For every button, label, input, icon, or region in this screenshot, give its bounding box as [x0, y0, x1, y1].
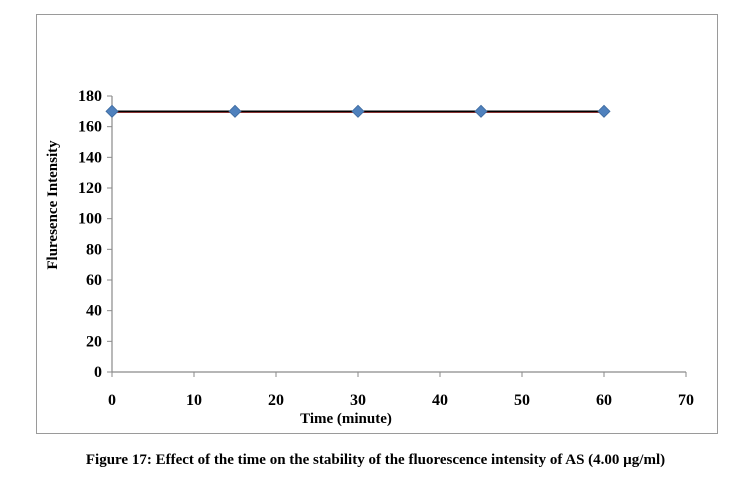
data-point: [474, 104, 488, 118]
y-tick-label: 100: [78, 211, 102, 228]
x-tick-label: 0: [108, 392, 116, 409]
data-point: [597, 104, 611, 118]
y-tick-label: 0: [94, 364, 102, 381]
figure-caption: Figure 17: Effect of the time on the sta…: [85, 452, 666, 468]
data-point: [105, 104, 119, 118]
axes-layer: [107, 95, 687, 377]
tick-labels: 0 20 40 60 80 100 120 140 160 180 0 10 20 30 40 50 60 70: [78, 88, 694, 409]
x-tick-label: 50: [514, 392, 530, 409]
x-axis-title: Time (minute): [300, 411, 392, 427]
chart-frame: [36, 14, 718, 434]
x-tick-label: 70: [678, 392, 694, 409]
y-axis-title: Fluresence Intensity: [45, 140, 61, 270]
y-tick-label: 180: [78, 88, 102, 105]
data-point: [228, 104, 242, 118]
data-points: [105, 104, 611, 118]
x-tick-label: 30: [350, 392, 366, 409]
y-tick-label: 160: [78, 119, 102, 136]
y-tick-label: 140: [78, 149, 102, 166]
y-tick-label: 80: [86, 241, 102, 258]
y-tick-label: 60: [86, 272, 102, 289]
x-tick-label: 40: [432, 392, 448, 409]
x-tick-label: 60: [596, 392, 612, 409]
y-tick-label: 40: [86, 303, 102, 320]
x-tick-label: 10: [186, 392, 202, 409]
y-tick-label: 20: [86, 333, 102, 350]
data-point: [351, 104, 365, 118]
x-tick-label: 20: [268, 392, 284, 409]
y-tick-label: 120: [78, 180, 102, 197]
